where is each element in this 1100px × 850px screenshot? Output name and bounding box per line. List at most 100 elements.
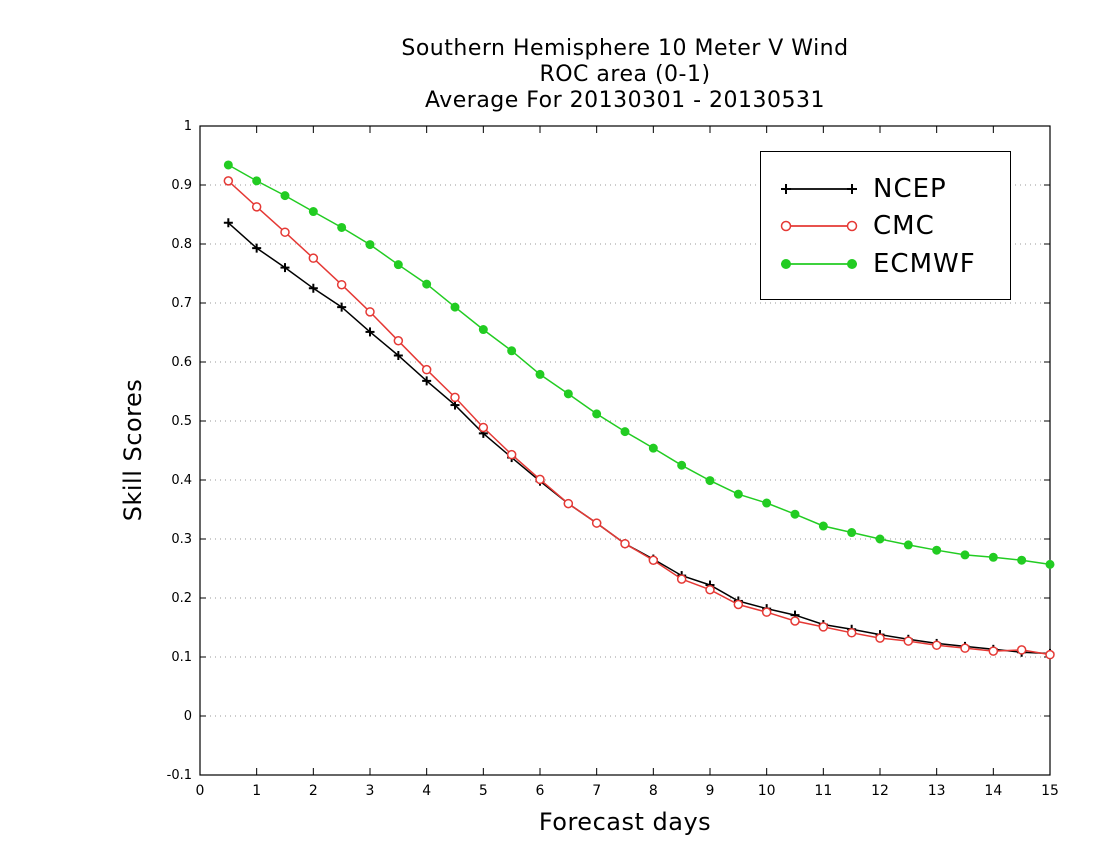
data-point-ncep — [223, 218, 233, 228]
data-point-ecmwf — [960, 550, 970, 560]
x-tick-label: 9 — [706, 783, 715, 799]
data-point-ecmwf — [365, 240, 375, 250]
data-point-ecmwf — [535, 369, 545, 379]
data-point-cmc — [1045, 649, 1055, 660]
legend-marker-ecmwf — [781, 259, 791, 269]
data-point-ncep — [393, 351, 403, 361]
legend: NCEP CMC ECMWF — [760, 151, 1011, 300]
chart-title: Southern Hemisphere 10 Meter V Wind — [401, 36, 849, 61]
y-tick-label: 0.4 — [171, 473, 192, 488]
data-point-cmc — [251, 202, 262, 212]
data-point-ecmwf — [223, 160, 233, 170]
data-point-cmc — [308, 253, 319, 263]
data-point-cmc — [535, 474, 545, 485]
data-point-ecmwf — [790, 509, 800, 519]
data-point-ecmwf — [932, 545, 942, 555]
data-point-ecmwf — [988, 552, 998, 562]
data-point-ecmwf — [762, 498, 772, 508]
legend-label-ecmwf: ECMWF — [873, 249, 976, 279]
y-tick-label: 0.8 — [171, 237, 192, 252]
series-line-ecmwf — [227, 164, 1051, 566]
y-tick-label: -0.1 — [167, 768, 192, 783]
data-point-cmc — [450, 392, 460, 403]
y-tick-label: 0.1 — [171, 650, 192, 665]
x-tick-label: 15 — [1041, 783, 1059, 799]
data-point-cmc — [846, 628, 857, 638]
legend-marker-ncep — [847, 184, 857, 194]
y-axis-label: Skill Scores — [119, 378, 147, 522]
data-point-ncep — [365, 327, 375, 337]
axis-ticks: -0.100.10.20.30.40.50.60.70.80.910 1 2 3 4 5 6… — [167, 119, 1059, 799]
x-tick-label: 2 — [309, 783, 318, 799]
data-point-cmc — [223, 176, 234, 186]
data-point-cmc — [336, 279, 347, 290]
data-point-ncep — [280, 263, 290, 273]
data-point-ecmwf — [592, 409, 602, 419]
x-tick-label: 0 — [196, 783, 205, 799]
data-point-cmc — [421, 364, 432, 375]
data-point-cmc — [931, 640, 942, 650]
data-point-ncep — [308, 283, 318, 293]
data-point-cmc — [393, 336, 404, 346]
data-point-ncep — [422, 376, 432, 386]
y-tick-label: 0.5 — [171, 414, 192, 429]
x-tick-label: 5 — [479, 783, 488, 799]
y-tick-label: 0.9 — [171, 178, 192, 193]
y-tick-label: 1 — [184, 119, 192, 134]
data-point-ecmwf — [677, 460, 687, 470]
chart-date-range: Average For 20130301 - 20130531 — [424, 88, 826, 113]
y-tick-label: 0.7 — [171, 296, 192, 311]
plot-frame — [199, 125, 1051, 776]
legend-marker-ecmwf — [847, 259, 857, 269]
data-point-ncep — [337, 302, 347, 312]
series-ecmwf — [223, 160, 1055, 569]
legend-item-ecmwf: ECMWF — [761, 247, 1010, 281]
data-point-ecmwf — [280, 191, 290, 201]
data-point-cmc — [960, 643, 970, 653]
legend-label-ncep: NCEP — [873, 174, 947, 204]
data-point-cmc — [676, 574, 687, 584]
data-point-cmc — [733, 599, 744, 610]
data-point-cmc — [365, 307, 375, 317]
data-point-ecmwf — [393, 260, 403, 270]
data-point-ecmwf — [1017, 555, 1027, 565]
data-point-cmc — [620, 538, 630, 549]
data-point-ecmwf — [847, 528, 857, 538]
y-tick-label: 0.3 — [171, 532, 192, 547]
x-tick-label: 12 — [871, 783, 889, 799]
data-point-ecmwf — [648, 443, 658, 453]
series-layer — [223, 160, 1055, 660]
data-point-cmc — [591, 518, 602, 528]
x-tick-label: 3 — [366, 783, 375, 799]
data-point-ecmwf — [422, 279, 432, 289]
data-point-cmc — [1016, 645, 1027, 655]
x-axis-label: Forecast days — [538, 808, 712, 836]
legend-marker-cmc — [846, 220, 858, 232]
y-tick-label: 0 — [184, 709, 192, 724]
data-point-cmc — [875, 633, 885, 643]
y-tick-label: 0.6 — [171, 355, 192, 370]
data-point-cmc — [280, 227, 290, 237]
data-point-ecmwf — [308, 207, 318, 217]
x-tick-label: 11 — [814, 783, 832, 799]
y-tick-label: 0.2 — [171, 591, 192, 606]
data-point-ecmwf — [818, 521, 828, 531]
data-point-cmc — [648, 555, 659, 565]
legend-marker-cmc — [780, 220, 792, 232]
x-tick-label: 4 — [422, 783, 431, 799]
data-point-cmc — [790, 616, 800, 626]
x-tick-label: 1 — [252, 783, 261, 799]
legend-swatch-ncep — [781, 184, 857, 194]
data-point-cmc — [563, 498, 574, 509]
data-point-ecmwf — [705, 476, 715, 486]
data-point-ecmwf — [507, 346, 517, 356]
data-point-ecmwf — [450, 302, 460, 312]
data-point-cmc — [988, 646, 999, 656]
legend-swatch-ecmwf — [781, 259, 857, 269]
data-point-ecmwf — [337, 222, 347, 232]
x-tick-label: 6 — [536, 783, 545, 799]
x-tick-label: 7 — [592, 783, 601, 799]
series-line-cmc — [227, 180, 1051, 656]
data-point-ecmwf — [1045, 559, 1055, 569]
